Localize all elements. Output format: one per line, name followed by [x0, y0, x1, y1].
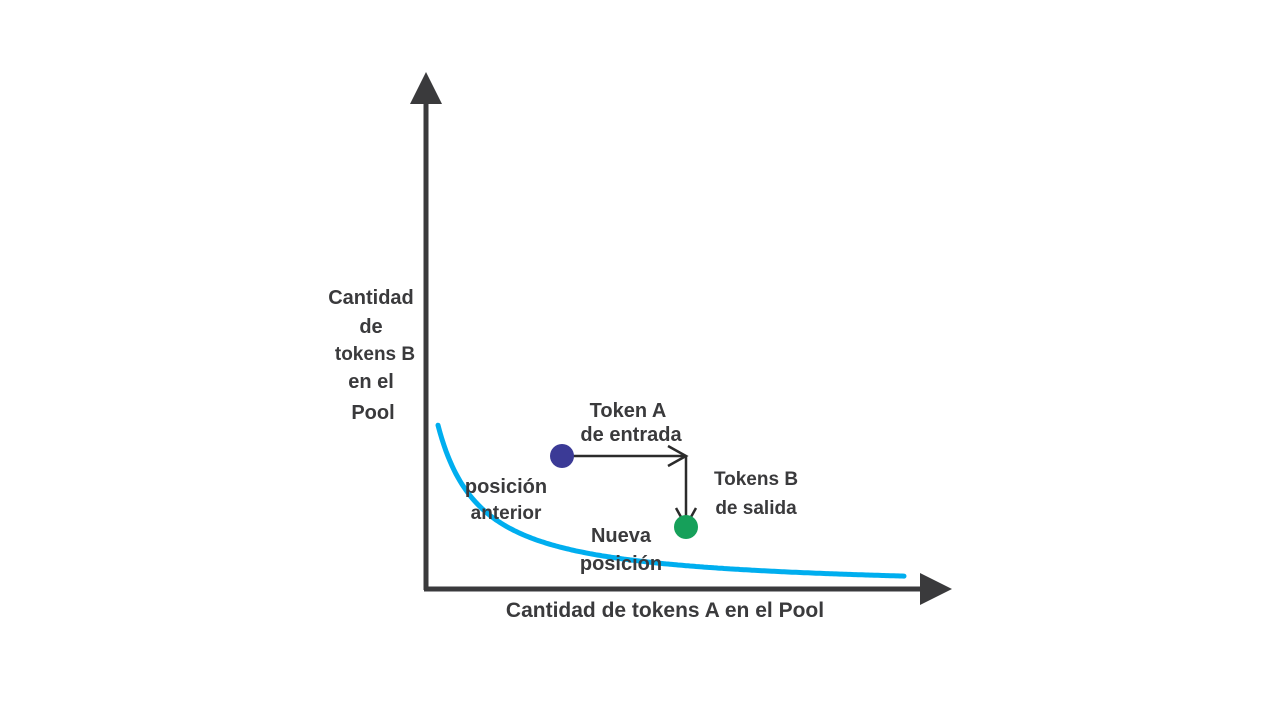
- new-position-label-line: Nueva: [591, 525, 652, 547]
- new-position-label-line: posición: [580, 553, 662, 575]
- token-out-label-line: de salida: [715, 498, 797, 519]
- y-axis-arrowhead: [410, 72, 442, 104]
- token-out-label: Tokens B de salida: [714, 469, 798, 519]
- constant-product-curve: [435, 422, 907, 579]
- y-axis-label-line: de: [359, 316, 382, 338]
- token-in-label-line: de entrada: [580, 424, 682, 446]
- x-axis-arrowhead: [920, 573, 952, 605]
- previous-position-label-line: posición: [465, 476, 547, 498]
- y-axis-label: Cantidad de tokens B en el Pool: [328, 287, 415, 424]
- previous-position-label: posición anterior: [465, 476, 547, 524]
- previous-position-label-line: anterior: [471, 503, 542, 524]
- y-axis-label-line: tokens B: [335, 344, 415, 365]
- y-axis-label-line: Cantidad: [328, 287, 414, 309]
- token-in-label: Token A de entrada: [580, 400, 682, 446]
- new-position-label: Nueva posición: [580, 525, 662, 575]
- new-position-point: [674, 515, 698, 539]
- previous-position-point: [550, 444, 574, 468]
- token-out-label-line: Tokens B: [714, 469, 798, 490]
- x-axis-label: Cantidad de tokens A en el Pool: [506, 599, 824, 622]
- y-axis-label-line: en el: [348, 371, 394, 393]
- token-in-label-line: Token A: [590, 400, 667, 422]
- y-axis-label-line: Pool: [351, 402, 394, 424]
